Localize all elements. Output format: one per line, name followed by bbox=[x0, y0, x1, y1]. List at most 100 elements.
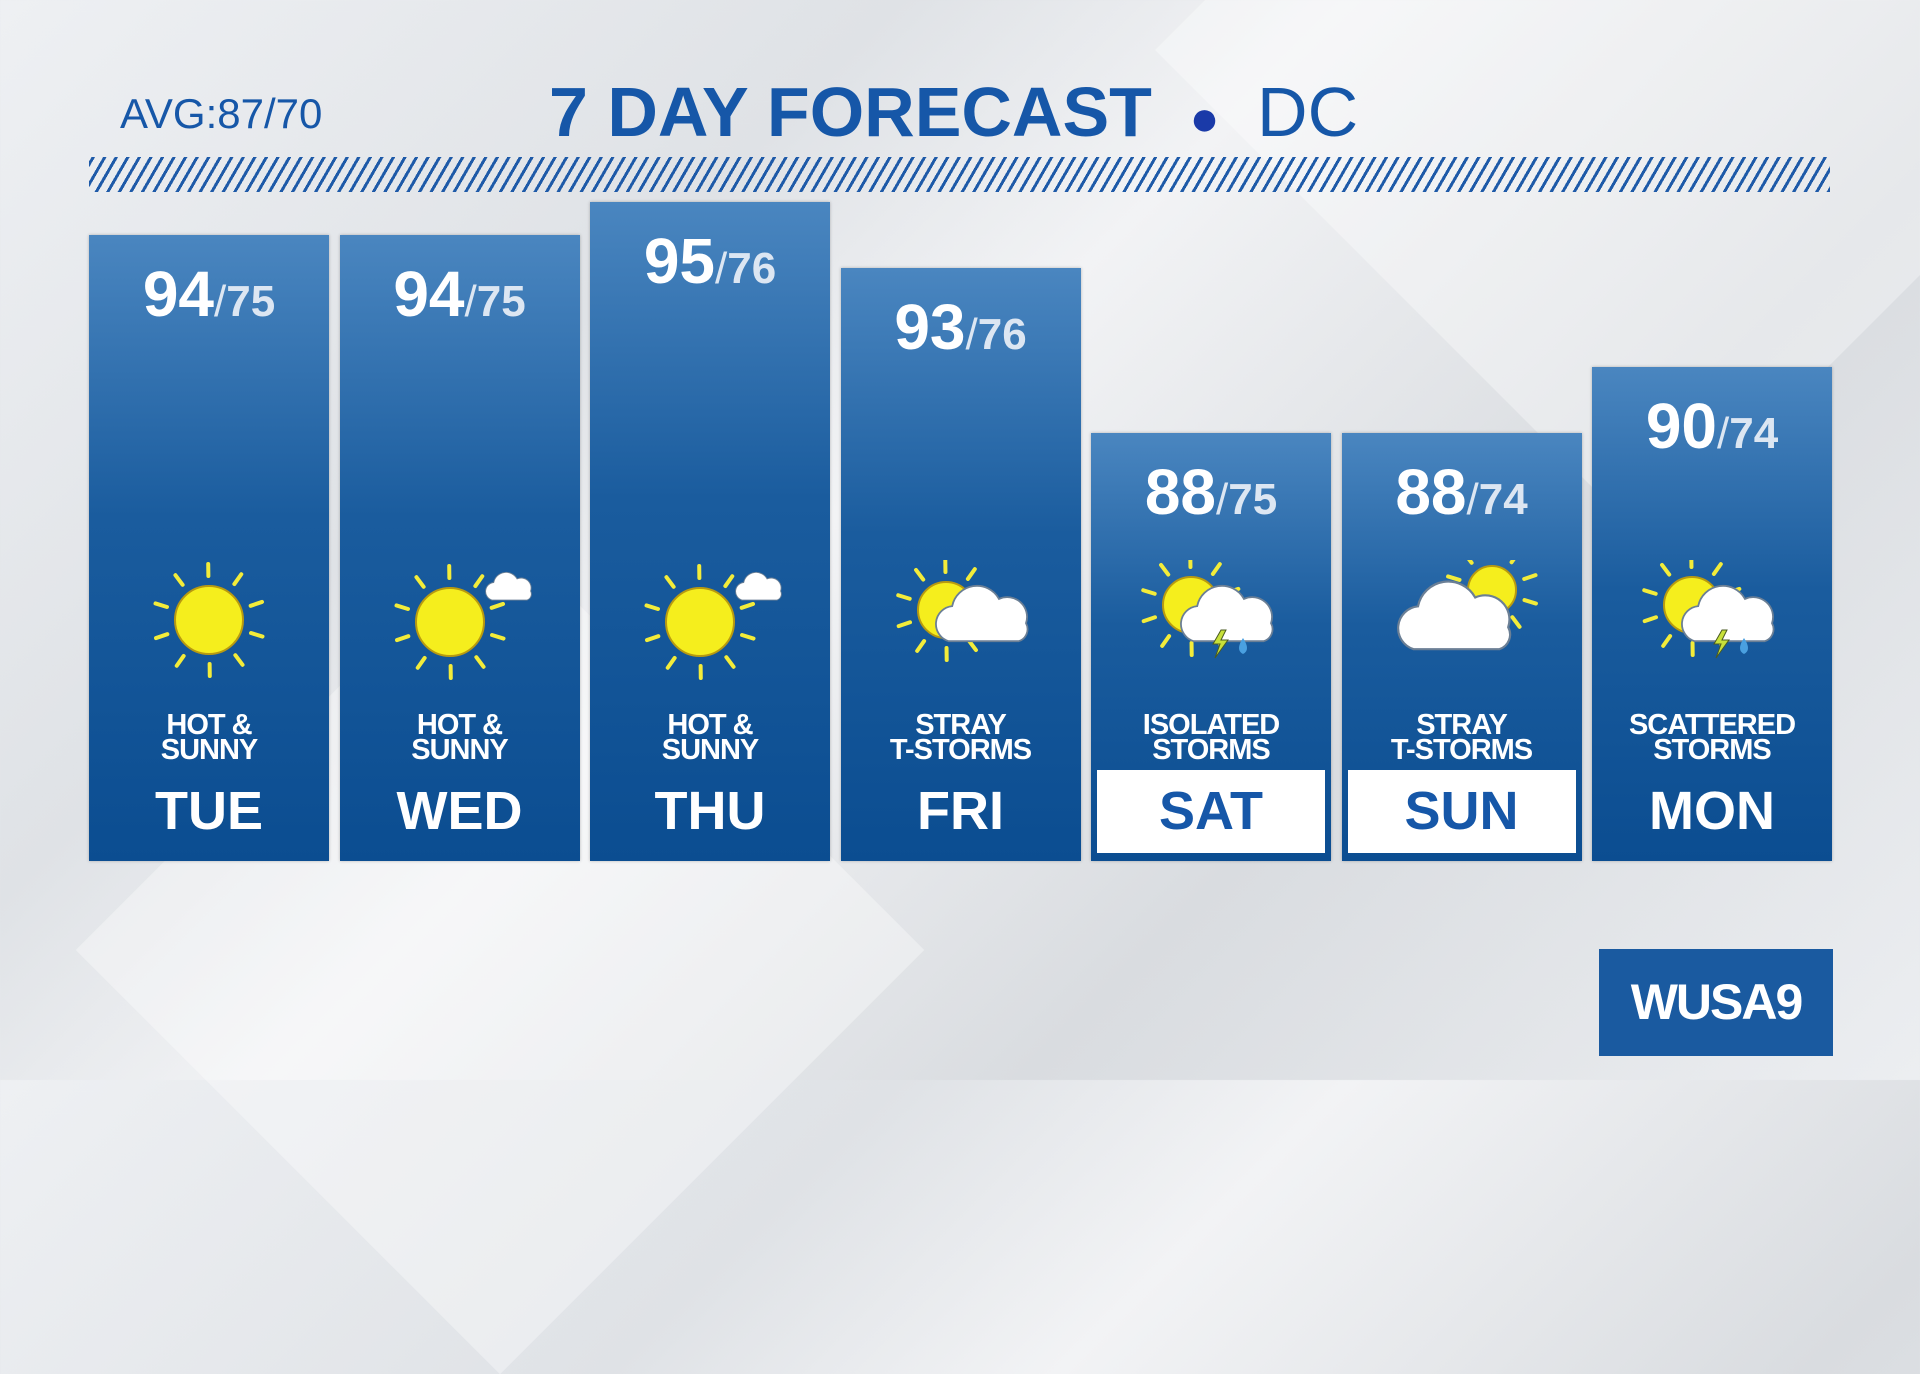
sun-ray bbox=[1161, 565, 1168, 575]
sun-ray bbox=[492, 635, 503, 639]
sun-ray bbox=[177, 656, 184, 666]
sun-ray bbox=[416, 577, 423, 587]
sun-ray bbox=[234, 574, 241, 584]
sun bbox=[416, 588, 484, 656]
condition-line: SUNNY bbox=[89, 738, 329, 763]
condition: HOT &SUNNY bbox=[590, 713, 830, 763]
slash: / bbox=[214, 277, 226, 326]
weather-icon bbox=[1592, 560, 1832, 680]
separator-dot: ● bbox=[1189, 90, 1219, 146]
day-label: SUN bbox=[1348, 770, 1576, 853]
sun-ray bbox=[1645, 617, 1656, 621]
high-temp: 88 bbox=[1145, 456, 1216, 528]
sun-ray bbox=[967, 569, 974, 579]
sun-ray bbox=[898, 595, 909, 599]
sun-ray bbox=[1644, 590, 1655, 594]
title: 7 DAY FORECAST bbox=[549, 73, 1152, 151]
sun-ray bbox=[396, 605, 407, 609]
slash: / bbox=[1216, 475, 1228, 524]
slash: / bbox=[1467, 475, 1479, 524]
sun-ray bbox=[1511, 560, 1518, 562]
low-temp: 74 bbox=[1729, 409, 1778, 458]
sun-ray bbox=[1162, 636, 1169, 646]
low-temp: 75 bbox=[477, 277, 526, 326]
sun-ray bbox=[742, 604, 753, 608]
low-temp: 75 bbox=[1228, 475, 1277, 524]
sun-ray bbox=[156, 634, 167, 638]
weather-icon bbox=[590, 560, 830, 680]
sun-ray bbox=[235, 655, 242, 665]
sun-ray bbox=[1524, 575, 1535, 579]
low-temp: 75 bbox=[226, 277, 275, 326]
sun-ray bbox=[476, 657, 483, 667]
sun-ray bbox=[725, 576, 732, 586]
page: AVG:87/70 7 DAY FORECAST ● DC WUSA9 (() … bbox=[0, 0, 1920, 1080]
temperatures: 95/76 bbox=[590, 224, 830, 298]
average: AVG:87/70 bbox=[120, 90, 322, 138]
slash: / bbox=[966, 310, 978, 359]
low-temp: 76 bbox=[978, 310, 1027, 359]
condition-line: STORMS bbox=[1592, 738, 1832, 763]
sun-ray bbox=[491, 604, 502, 608]
hatch-band bbox=[89, 157, 1830, 192]
sun-ray bbox=[917, 641, 924, 651]
temperatures: 94/75 bbox=[340, 257, 580, 331]
temperatures: 93/76 bbox=[841, 290, 1081, 364]
sun-ray bbox=[1663, 636, 1670, 646]
sun-ray bbox=[1213, 564, 1220, 574]
condition-line: SUNNY bbox=[340, 738, 580, 763]
temperatures: 88/75 bbox=[1091, 455, 1331, 529]
sun-ray bbox=[251, 602, 262, 606]
high-temp: 95 bbox=[644, 225, 715, 297]
sun-ray bbox=[156, 603, 167, 607]
sun-ray bbox=[251, 633, 262, 637]
temperatures: 88/74 bbox=[1342, 455, 1582, 529]
weather-icon bbox=[89, 560, 329, 680]
weather-icon bbox=[841, 560, 1081, 680]
condition-line: SUNNY bbox=[590, 738, 830, 763]
weather-icon bbox=[1091, 560, 1331, 680]
cloud bbox=[485, 572, 531, 600]
sun-ray bbox=[898, 622, 909, 626]
sun-ray bbox=[742, 635, 753, 639]
location: DC bbox=[1257, 73, 1358, 151]
sun-ray bbox=[726, 657, 733, 667]
sun-ray bbox=[175, 575, 182, 585]
high-temp: 90 bbox=[1646, 390, 1717, 462]
day-label: FRI bbox=[847, 770, 1075, 853]
sun-ray bbox=[1448, 576, 1459, 580]
weather-icon bbox=[340, 560, 580, 680]
slash: / bbox=[1717, 409, 1729, 458]
high-temp: 88 bbox=[1395, 456, 1466, 528]
sun bbox=[175, 586, 243, 654]
sun-ray bbox=[1143, 590, 1154, 594]
slash: / bbox=[715, 244, 727, 293]
sun-ray bbox=[1714, 564, 1721, 574]
sun-ray bbox=[417, 658, 424, 668]
sun-ray bbox=[1662, 565, 1669, 575]
sun-ray bbox=[475, 576, 482, 586]
slash: / bbox=[465, 277, 477, 326]
sun-ray bbox=[916, 570, 923, 580]
low-temp: 76 bbox=[727, 244, 776, 293]
high-temp: 93 bbox=[894, 291, 965, 363]
sun-ray bbox=[1144, 617, 1155, 621]
sun bbox=[666, 588, 734, 656]
cloud bbox=[736, 572, 782, 600]
high-temp: 94 bbox=[393, 258, 464, 330]
sun-ray bbox=[647, 605, 658, 609]
logo: WUSA9 bbox=[1599, 949, 1833, 1056]
sun-ray bbox=[666, 577, 673, 587]
title-row: 7 DAY FORECAST ● DC bbox=[549, 72, 1358, 152]
day-label: MON bbox=[1598, 770, 1826, 853]
sun-ray bbox=[396, 636, 407, 640]
